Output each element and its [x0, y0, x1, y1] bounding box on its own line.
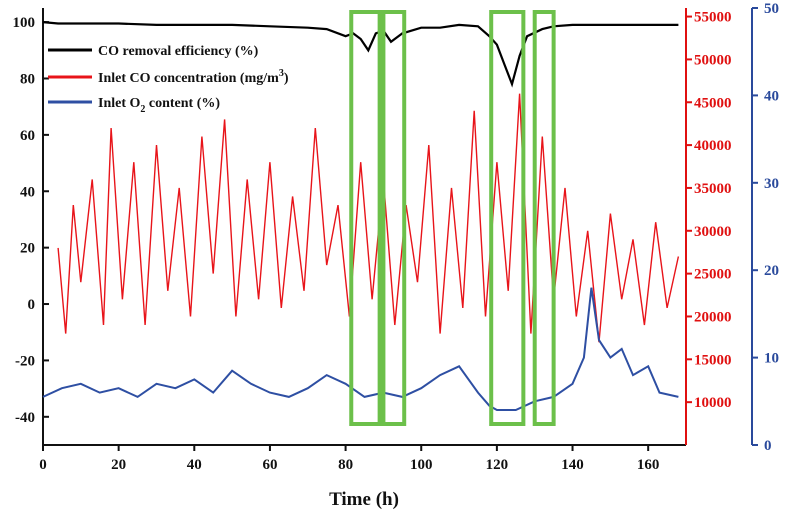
x-tick-label: 40 — [187, 457, 202, 473]
right-blue-tick-label: 40 — [764, 88, 779, 104]
right-red-tick-label: 15000 — [694, 352, 732, 368]
right-red-tick-label: 30000 — [694, 224, 732, 240]
left-axis-ticks: -40 -20 0 20 40 60 80 100 — [13, 15, 49, 426]
highlight-box — [349, 10, 382, 426]
left-tick-label: 20 — [20, 241, 35, 257]
legend-label-inlet-co: Inlet CO concentration (mg/m3) — [98, 68, 289, 86]
series-line-inlet-co-concentration — [57, 93, 680, 343]
bottom-axis-ticks: 0 20 40 60 80 100 120 140 160 — [39, 445, 659, 473]
highlight-box — [381, 10, 407, 426]
left-tick-label: -20 — [15, 353, 35, 369]
right-red-tick-label: 50000 — [694, 52, 732, 68]
x-tick-label: 80 — [338, 457, 353, 473]
right-red-tick-label: 55000 — [694, 10, 732, 26]
right-blue-tick-label: 30 — [764, 176, 779, 192]
legend-label-inlet-o2: Inlet O2 content (%) — [98, 96, 220, 115]
highlight-box — [489, 10, 526, 426]
left-tick-label: 60 — [20, 128, 35, 144]
axes-frame — [42, 8, 753, 446]
x-tick-label: 0 — [39, 457, 47, 473]
legend: CO removal efficiency (%) Inlet CO conce… — [48, 44, 289, 115]
left-tick-label: 40 — [20, 184, 35, 200]
x-axis-label: Time (h) — [329, 489, 399, 510]
right-red-tick-label: 40000 — [694, 138, 732, 154]
right-red-tick-label: 35000 — [694, 181, 732, 197]
x-tick-label: 60 — [262, 457, 277, 473]
x-tick-label: 100 — [410, 457, 433, 473]
right-blue-tick-label: 10 — [764, 351, 779, 367]
left-tick-label: 0 — [28, 297, 36, 313]
x-tick-label: 120 — [486, 457, 509, 473]
right-red-tick-label: 20000 — [694, 309, 732, 325]
left-tick-label: -40 — [15, 410, 35, 426]
highlight-box — [532, 10, 556, 426]
left-tick-label: 100 — [13, 15, 36, 31]
right-red-tick-label: 10000 — [694, 395, 732, 411]
right-blue-tick-label: 0 — [764, 438, 772, 454]
right-red-tick-label: 45000 — [694, 95, 732, 111]
right-red-axis-ticks: 10000 15000 20000 25000 30000 35000 40000 45000… — [686, 10, 732, 411]
x-tick-label: 140 — [561, 457, 584, 473]
series-line-inlet-o2-content — [42, 287, 679, 411]
right-blue-tick-label: 50 — [764, 1, 779, 17]
right-blue-axis-ticks: 0 10 20 30 40 50 — [752, 1, 779, 454]
left-tick-label: 80 — [20, 71, 35, 87]
x-tick-label: 20 — [111, 457, 126, 473]
x-tick-label: 160 — [637, 457, 660, 473]
right-red-tick-label: 25000 — [694, 267, 732, 283]
highlight-boxes — [349, 10, 556, 426]
right-blue-tick-label: 20 — [764, 263, 779, 279]
legend-label-co-removal: CO removal efficiency (%) — [98, 44, 259, 59]
